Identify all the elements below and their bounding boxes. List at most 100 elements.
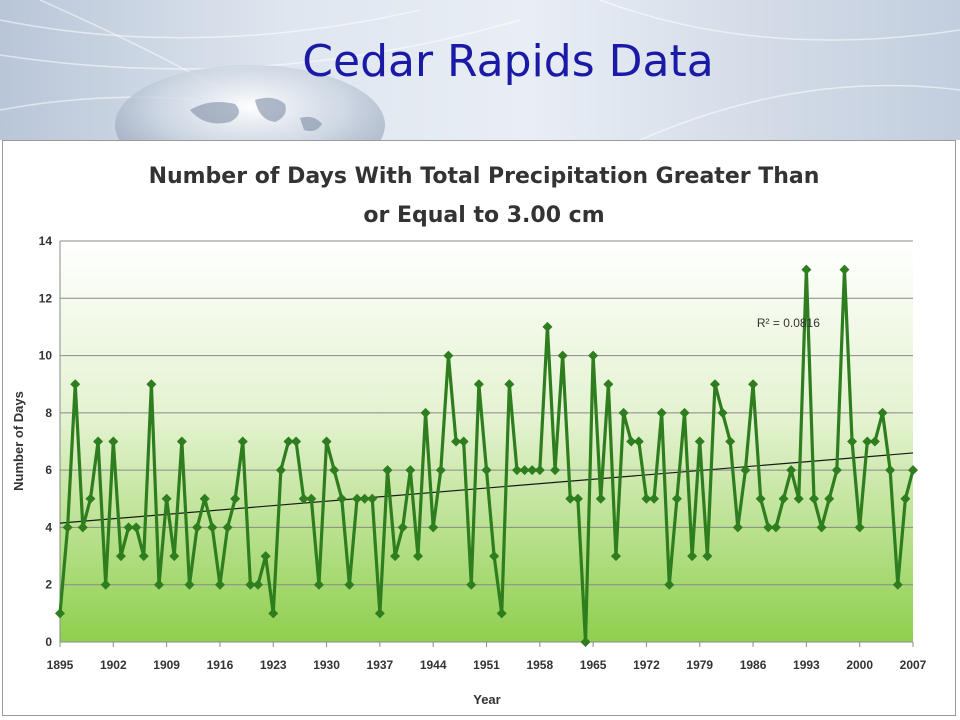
data-point xyxy=(382,465,393,476)
data-point xyxy=(664,579,675,590)
data-point xyxy=(542,321,553,332)
data-point xyxy=(131,522,142,533)
data-point xyxy=(854,522,865,533)
data-point xyxy=(298,493,309,504)
chart-title-line-2: or Equal to 3.00 cm xyxy=(363,203,604,228)
data-point xyxy=(458,436,469,447)
data-point xyxy=(770,522,781,533)
y-axis-title: Number of Days xyxy=(11,391,26,491)
data-point xyxy=(473,379,484,390)
data-point xyxy=(306,493,317,504)
data-point xyxy=(245,579,256,590)
data-point xyxy=(291,436,302,447)
data-point xyxy=(679,407,690,418)
data-point xyxy=(740,465,751,476)
data-point xyxy=(199,493,210,504)
data-point xyxy=(192,522,203,533)
data-point xyxy=(321,436,332,447)
data-point xyxy=(108,436,119,447)
x-tick-label: 1972 xyxy=(633,658,660,672)
y-tick-label: 10 xyxy=(39,349,53,363)
data-point xyxy=(786,465,797,476)
data-point xyxy=(161,493,172,504)
y-tick-label: 8 xyxy=(45,406,52,420)
data-point xyxy=(260,551,271,562)
data-point xyxy=(115,551,126,562)
data-point xyxy=(641,493,652,504)
data-point xyxy=(748,379,759,390)
data-point xyxy=(496,608,507,619)
data-point xyxy=(588,350,599,361)
data-point xyxy=(253,579,264,590)
data-point xyxy=(313,579,324,590)
data-point xyxy=(329,465,340,476)
x-axis-ticks: 1895 1902 1909 1916 1923 1930 1937 1944 1951 1958… xyxy=(47,642,927,672)
data-point xyxy=(420,407,431,418)
x-axis-title: Year xyxy=(473,692,500,707)
x-tick-label: 1902 xyxy=(100,658,127,672)
data-point xyxy=(176,436,187,447)
data-point xyxy=(154,579,165,590)
y-tick-label: 6 xyxy=(45,463,52,477)
data-point xyxy=(344,579,355,590)
y-tick-label: 2 xyxy=(45,578,52,592)
data-point xyxy=(237,436,248,447)
data-point xyxy=(778,493,789,504)
x-tick-label: 1909 xyxy=(153,658,180,672)
chart-frame: Number of Days With Total Precipitation … xyxy=(2,140,956,716)
data-point xyxy=(93,436,104,447)
x-tick-label: 2007 xyxy=(900,658,927,672)
data-point xyxy=(816,522,827,533)
y-tick-label: 12 xyxy=(39,291,53,305)
data-point xyxy=(534,465,545,476)
x-tick-label: 1993 xyxy=(793,658,820,672)
x-tick-label: 1979 xyxy=(686,658,713,672)
data-point xyxy=(504,379,515,390)
data-point xyxy=(138,551,149,562)
data-point xyxy=(412,551,423,562)
data-point xyxy=(572,493,583,504)
y-tick-label: 0 xyxy=(45,635,52,649)
data-point xyxy=(793,493,804,504)
data-point xyxy=(283,436,294,447)
data-points xyxy=(55,264,918,647)
plot-area xyxy=(60,241,913,642)
data-point xyxy=(77,522,88,533)
data-point xyxy=(435,465,446,476)
data-point xyxy=(428,522,439,533)
r-squared-annotation: R² = 0.0816 xyxy=(757,316,820,330)
y-axis-ticks: 0 2 4 6 8 10 12 14 xyxy=(39,234,53,649)
data-point xyxy=(222,522,233,533)
data-point xyxy=(527,465,538,476)
data-point xyxy=(869,436,880,447)
precipitation-chart: Number of Days With Total Precipitation … xyxy=(11,164,927,707)
chart-title-line-1: Number of Days With Total Precipitation … xyxy=(149,164,820,189)
data-point xyxy=(595,493,606,504)
data-point xyxy=(443,350,454,361)
banner-globe-decoration xyxy=(0,0,960,140)
x-tick-label: 1916 xyxy=(207,658,234,672)
data-point xyxy=(557,350,568,361)
data-point xyxy=(275,465,286,476)
data-point xyxy=(892,579,903,590)
data-point xyxy=(671,493,682,504)
data-point xyxy=(123,522,134,533)
data-point xyxy=(214,579,225,590)
x-tick-label: 1923 xyxy=(260,658,287,672)
data-point xyxy=(336,493,347,504)
x-tick-label: 1965 xyxy=(580,658,607,672)
data-point xyxy=(489,551,500,562)
x-tick-label: 1895 xyxy=(47,658,74,672)
data-point xyxy=(900,493,911,504)
data-point xyxy=(633,436,644,447)
data-point xyxy=(62,522,73,533)
data-point xyxy=(885,465,896,476)
y-tick-label: 4 xyxy=(45,520,52,534)
data-point xyxy=(207,522,218,533)
data-point xyxy=(352,493,363,504)
data-point xyxy=(808,493,819,504)
data-point xyxy=(877,407,888,418)
data-point xyxy=(649,493,660,504)
data-point xyxy=(169,551,180,562)
data-point xyxy=(367,493,378,504)
